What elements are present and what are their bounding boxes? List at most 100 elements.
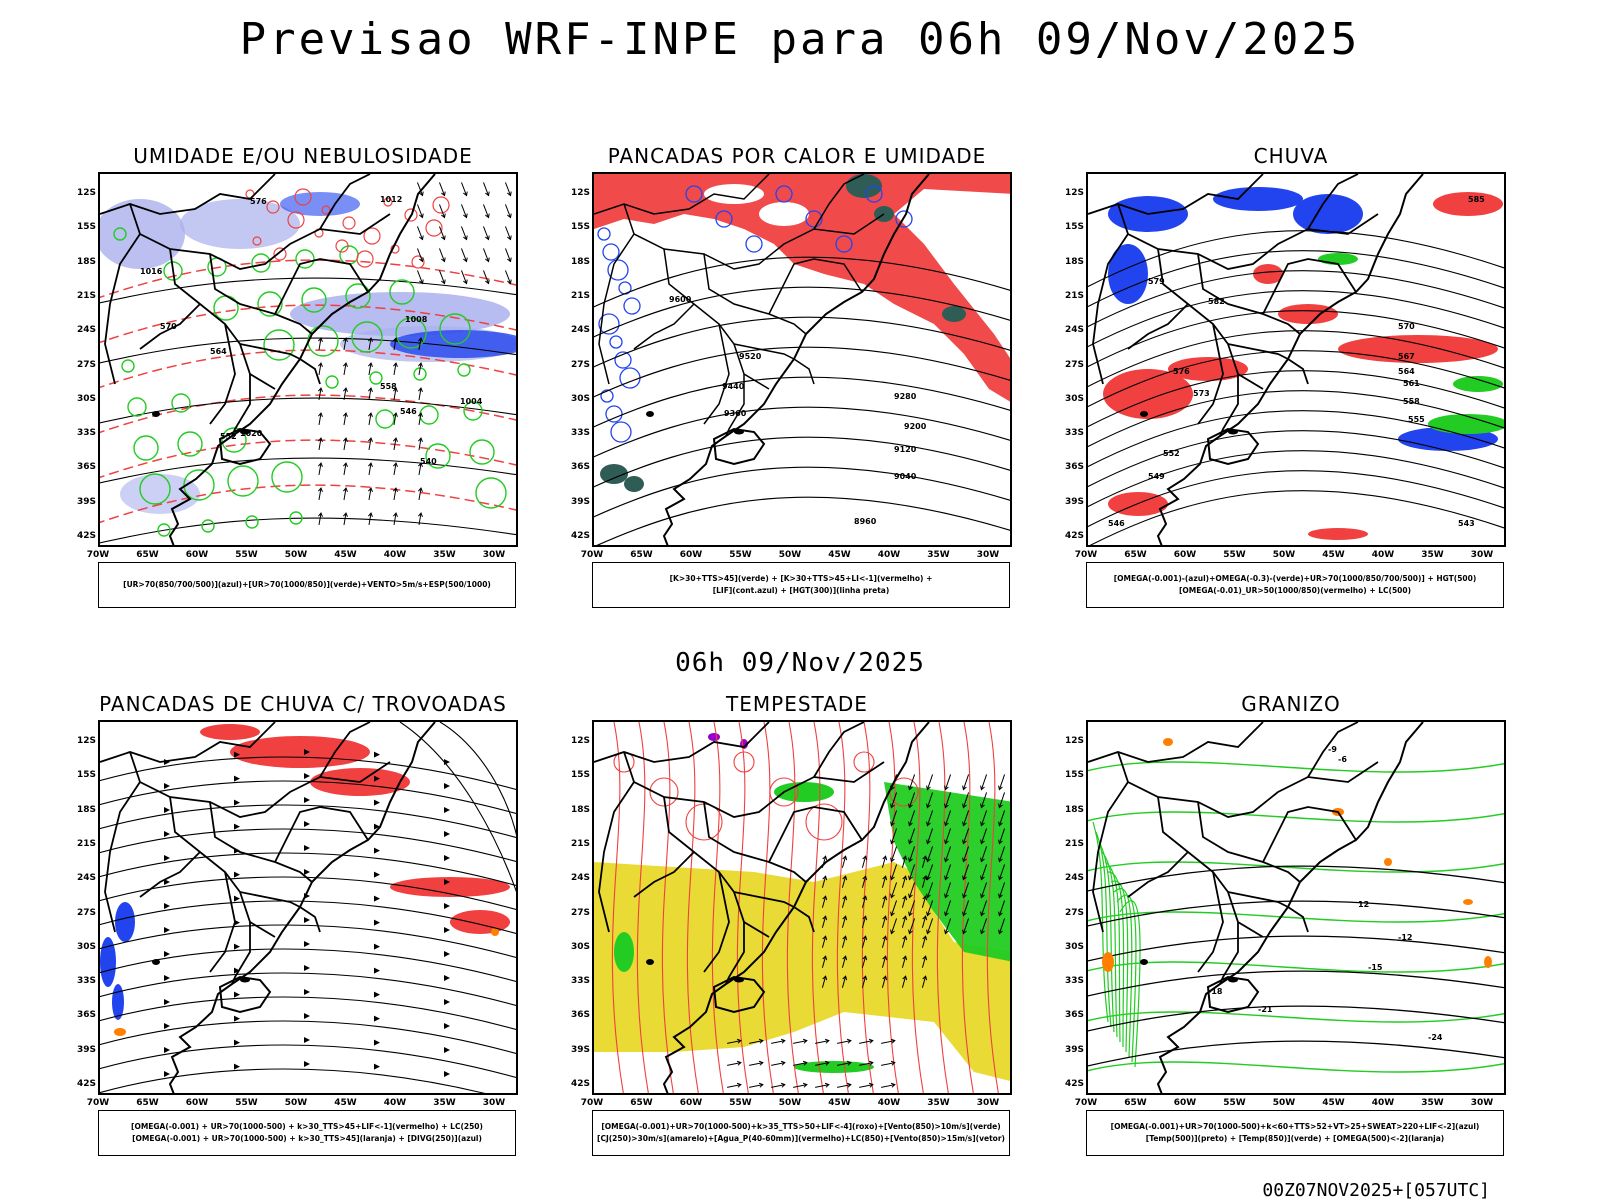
vector-head xyxy=(926,893,931,899)
streamline-arrow xyxy=(234,895,240,902)
border-line xyxy=(299,358,321,385)
moist-area xyxy=(290,292,510,336)
wind-vector xyxy=(881,936,887,948)
vector-head xyxy=(922,975,928,981)
wind-vector xyxy=(944,792,952,808)
contour-label: 543 xyxy=(1458,519,1475,528)
lon-tick-label: 35W xyxy=(433,550,456,560)
contour-line xyxy=(594,376,1010,428)
humidity-contour xyxy=(271,461,303,493)
lon-tick-label: 50W xyxy=(1272,550,1296,560)
panel-title: CHUVA xyxy=(1253,144,1329,168)
vector-head xyxy=(393,462,398,467)
thickness-contour xyxy=(321,205,331,215)
streamline-arrow xyxy=(164,879,170,885)
streamline-arrow xyxy=(304,941,310,947)
vector-head xyxy=(922,915,928,921)
contour-line xyxy=(100,397,516,424)
lon-tick-label: 70W xyxy=(580,550,604,560)
contour-label: -15 xyxy=(1368,963,1383,972)
wind-vector xyxy=(944,900,952,916)
wind-vector xyxy=(980,846,988,862)
temp850-contour xyxy=(1113,888,1133,1058)
wind-vector xyxy=(416,270,424,284)
wind-vector xyxy=(393,338,397,350)
wind-vector xyxy=(861,876,867,888)
uruguay-outline xyxy=(712,427,766,466)
vector-head xyxy=(485,213,490,219)
thickness-contour xyxy=(411,255,425,269)
thickness-contour xyxy=(425,219,443,237)
lon-tick-label: 40W xyxy=(1371,550,1395,560)
thunder-area xyxy=(450,910,510,934)
vector-head xyxy=(822,855,828,861)
contour-label: 576 xyxy=(1173,367,1190,376)
precip-water-contour xyxy=(685,803,723,841)
streamline-arrow xyxy=(304,965,310,971)
vector-head xyxy=(902,935,908,941)
wind-vector xyxy=(998,828,1006,844)
border-line xyxy=(1197,871,1224,973)
lon-tick-label: 60W xyxy=(1173,550,1197,560)
vector-head xyxy=(882,975,888,981)
lon-tick-label: 65W xyxy=(630,550,653,560)
humidity-contour xyxy=(325,375,339,389)
vector-head xyxy=(926,875,931,881)
humidity-contour xyxy=(307,325,339,357)
border-line xyxy=(733,891,795,908)
wind-vector xyxy=(368,338,372,350)
border-line xyxy=(239,343,301,360)
vector-head xyxy=(441,257,446,263)
contour-label: 552 xyxy=(1163,449,1180,458)
lat-tick-label: 33S xyxy=(570,428,590,439)
vector-head xyxy=(890,839,895,845)
lif-contour xyxy=(865,185,883,203)
vector-head xyxy=(507,235,512,241)
wind-vector xyxy=(393,463,397,475)
streamline-arrow xyxy=(374,991,380,998)
lat-tick-label: 42S xyxy=(1064,531,1084,541)
panel-chuva: CHUVA 585 582 579 576 573 570 567 564 561 558 555 5… xyxy=(1056,144,1526,634)
humidity-contour xyxy=(257,291,283,317)
streamline xyxy=(439,722,516,836)
lat-tick-label: 24S xyxy=(570,873,590,884)
lagoon xyxy=(240,429,250,435)
vector-head xyxy=(922,855,928,861)
vector-head xyxy=(868,1038,874,1044)
vector-head xyxy=(419,279,424,285)
lif-contour xyxy=(600,389,614,403)
divergence-area xyxy=(115,902,135,942)
contour-label: 567 xyxy=(1398,352,1415,361)
vector-head xyxy=(842,875,848,881)
lat-tick-label: 30S xyxy=(570,393,590,404)
wind-vector xyxy=(841,976,847,988)
lif-contour xyxy=(598,313,620,335)
streamline-arrow xyxy=(164,951,170,957)
precip-water-contour xyxy=(805,803,843,841)
border-line xyxy=(1262,806,1357,863)
contour-line xyxy=(1088,330,1504,388)
vector-head xyxy=(368,387,373,392)
wind-vector xyxy=(962,882,970,898)
wind-vector xyxy=(944,882,952,898)
streamline-arrow xyxy=(444,927,450,933)
streamline-arrow xyxy=(304,797,310,803)
uruguay-outline xyxy=(1206,975,1260,1014)
wind-vector xyxy=(901,976,907,988)
lat-tick-label: 24S xyxy=(1064,873,1084,884)
vector-head xyxy=(890,1082,896,1088)
contour-line xyxy=(1088,970,1504,997)
vector-head xyxy=(418,387,423,392)
lon-tick-label: 30W xyxy=(482,550,506,560)
streamline-arrow xyxy=(374,967,380,974)
wind-vector xyxy=(962,864,970,880)
border-line xyxy=(768,806,863,863)
wind-vector xyxy=(727,1084,741,1088)
vector-head xyxy=(463,279,468,285)
wind-vector xyxy=(926,864,934,880)
vector-head xyxy=(980,911,985,917)
border-line xyxy=(1117,203,1379,270)
border-line xyxy=(1117,751,1379,818)
streamline-arrow xyxy=(374,799,380,806)
lat-tick-label: 12S xyxy=(570,736,590,746)
